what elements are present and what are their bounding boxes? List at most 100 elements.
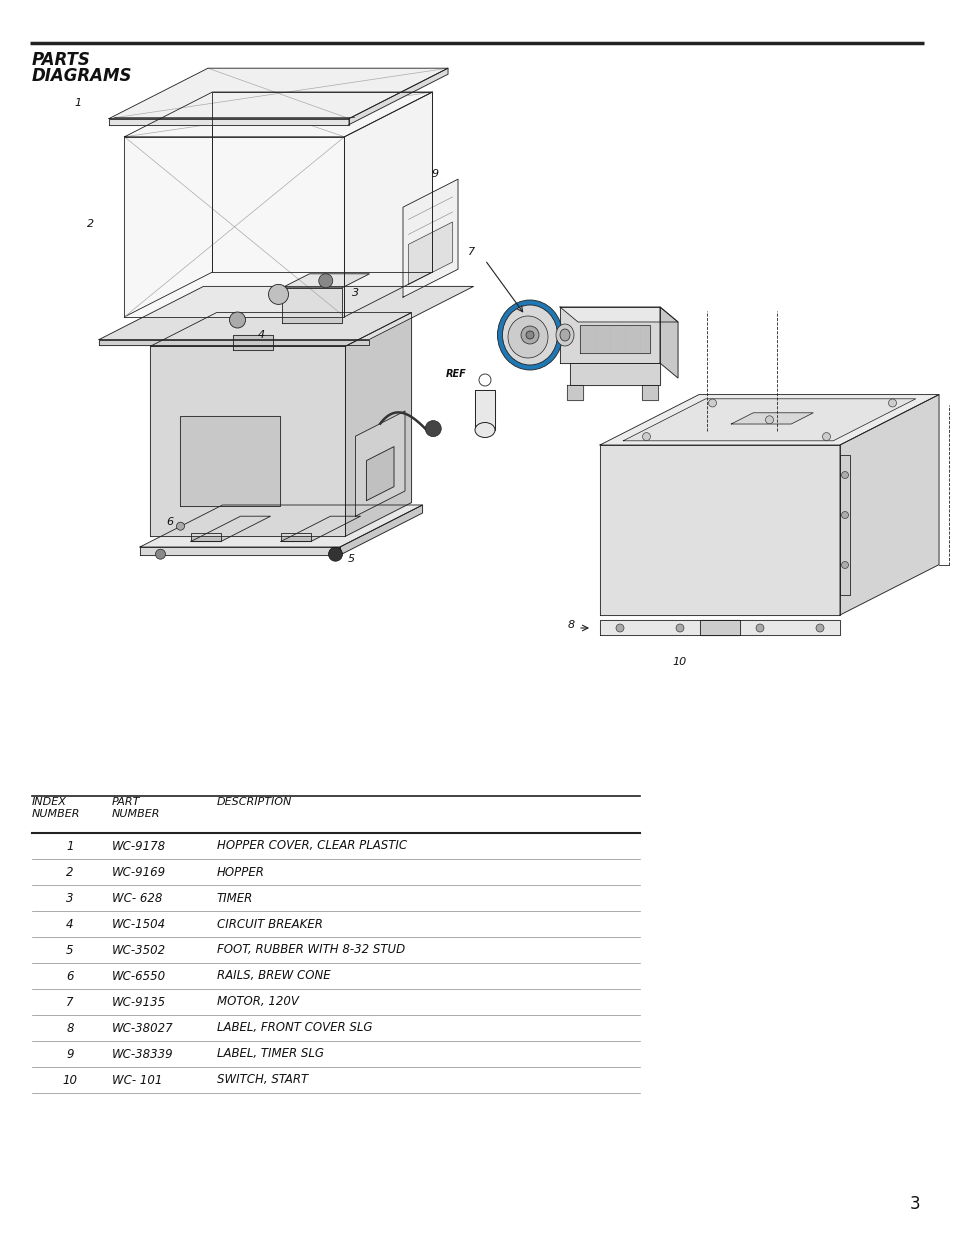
Circle shape <box>764 416 773 424</box>
Text: 10: 10 <box>672 657 686 667</box>
Text: 3: 3 <box>352 288 358 298</box>
Circle shape <box>676 624 683 632</box>
Polygon shape <box>840 454 849 595</box>
Text: DESCRIPTION: DESCRIPTION <box>216 797 292 806</box>
Text: MOTOR, 120V: MOTOR, 120V <box>216 995 298 1009</box>
Polygon shape <box>366 447 394 500</box>
Polygon shape <box>700 620 740 635</box>
Text: WC-9178: WC-9178 <box>112 840 166 852</box>
Text: HOPPER COVER, CLEAR PLASTIC: HOPPER COVER, CLEAR PLASTIC <box>216 840 407 852</box>
Polygon shape <box>475 390 495 430</box>
Polygon shape <box>99 287 473 340</box>
Polygon shape <box>339 505 422 555</box>
Polygon shape <box>109 68 448 119</box>
Polygon shape <box>559 308 678 322</box>
Polygon shape <box>566 385 582 400</box>
Polygon shape <box>579 325 649 353</box>
Polygon shape <box>125 91 432 137</box>
Polygon shape <box>349 68 448 125</box>
Circle shape <box>230 312 245 329</box>
Text: 2: 2 <box>88 219 94 228</box>
Circle shape <box>815 624 823 632</box>
Text: HOPPER: HOPPER <box>216 866 265 878</box>
Text: WC-38027: WC-38027 <box>112 1021 173 1035</box>
Text: WC-1504: WC-1504 <box>112 918 166 930</box>
Text: 5: 5 <box>347 555 355 564</box>
Text: WC-38339: WC-38339 <box>112 1047 173 1061</box>
Polygon shape <box>402 179 457 298</box>
Ellipse shape <box>507 316 547 358</box>
Text: 7: 7 <box>66 995 73 1009</box>
Polygon shape <box>151 346 345 536</box>
Polygon shape <box>99 340 369 345</box>
Circle shape <box>155 550 165 559</box>
Text: PART
NUMBER: PART NUMBER <box>112 797 160 819</box>
Text: 4: 4 <box>258 330 265 340</box>
Polygon shape <box>599 445 840 615</box>
Polygon shape <box>569 363 659 385</box>
Polygon shape <box>659 308 678 378</box>
Text: WC-6550: WC-6550 <box>112 969 166 983</box>
Circle shape <box>478 374 491 387</box>
Circle shape <box>616 624 623 632</box>
Ellipse shape <box>497 300 562 370</box>
Polygon shape <box>599 395 938 445</box>
Polygon shape <box>282 274 369 288</box>
Circle shape <box>268 284 288 304</box>
Text: 1: 1 <box>66 840 73 852</box>
Polygon shape <box>641 385 658 400</box>
Polygon shape <box>233 335 273 350</box>
Text: 7: 7 <box>467 247 475 257</box>
Circle shape <box>841 562 847 568</box>
Text: WC-3502: WC-3502 <box>112 944 166 956</box>
Text: 10: 10 <box>63 1073 77 1087</box>
Polygon shape <box>559 308 659 363</box>
Text: 8: 8 <box>66 1021 73 1035</box>
Ellipse shape <box>475 422 495 437</box>
Text: WC-9135: WC-9135 <box>112 995 166 1009</box>
Ellipse shape <box>520 326 538 345</box>
Circle shape <box>641 432 650 441</box>
Polygon shape <box>281 516 360 541</box>
Text: REF: REF <box>446 369 467 379</box>
Circle shape <box>176 522 184 530</box>
Polygon shape <box>599 620 840 635</box>
Polygon shape <box>191 534 221 541</box>
Polygon shape <box>408 222 452 284</box>
Text: 8: 8 <box>567 620 575 630</box>
Text: FOOT, RUBBER WITH 8-32 STUD: FOOT, RUBBER WITH 8-32 STUD <box>216 944 405 956</box>
Circle shape <box>841 472 847 478</box>
Text: INDEX
NUMBER: INDEX NUMBER <box>32 797 80 819</box>
Polygon shape <box>191 516 271 541</box>
Text: 6: 6 <box>66 969 73 983</box>
Text: LABEL, FRONT COVER SLG: LABEL, FRONT COVER SLG <box>216 1021 372 1035</box>
Polygon shape <box>180 416 280 506</box>
Text: 9: 9 <box>66 1047 73 1061</box>
Polygon shape <box>140 505 422 547</box>
Text: 6: 6 <box>167 516 173 527</box>
Polygon shape <box>109 119 349 125</box>
Text: RAILS, BREW CONE: RAILS, BREW CONE <box>216 969 331 983</box>
Polygon shape <box>140 547 339 555</box>
Polygon shape <box>345 312 411 536</box>
Ellipse shape <box>525 331 534 338</box>
Text: WC- 101: WC- 101 <box>112 1073 162 1087</box>
Text: PARTS: PARTS <box>32 51 91 69</box>
Ellipse shape <box>556 324 574 346</box>
Polygon shape <box>125 137 344 317</box>
Polygon shape <box>622 399 915 441</box>
Circle shape <box>887 399 896 408</box>
Text: WC-9169: WC-9169 <box>112 866 166 878</box>
Polygon shape <box>355 411 405 516</box>
Polygon shape <box>282 288 341 322</box>
Circle shape <box>841 511 847 519</box>
Circle shape <box>328 547 342 561</box>
Polygon shape <box>731 412 812 424</box>
Text: CIRCUIT BREAKER: CIRCUIT BREAKER <box>216 918 322 930</box>
Text: DIAGRAMS: DIAGRAMS <box>32 67 132 85</box>
Text: 4: 4 <box>66 918 73 930</box>
Text: 1: 1 <box>74 98 81 107</box>
Circle shape <box>425 421 441 437</box>
Text: 2: 2 <box>66 866 73 878</box>
Text: 3: 3 <box>908 1195 919 1213</box>
